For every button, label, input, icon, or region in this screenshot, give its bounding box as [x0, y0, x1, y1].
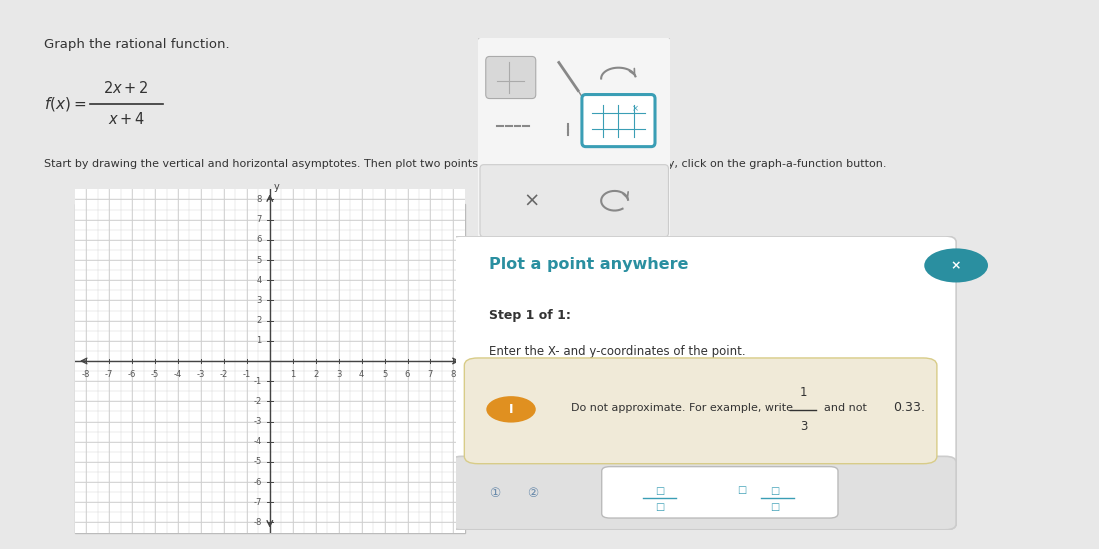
Text: 1: 1	[256, 337, 262, 345]
Text: -3: -3	[197, 370, 206, 379]
Text: 7: 7	[256, 215, 262, 224]
Text: 1: 1	[800, 386, 807, 399]
Text: ②: ②	[528, 486, 539, 500]
Text: I: I	[509, 403, 513, 416]
Text: 8: 8	[451, 370, 456, 379]
Text: □: □	[655, 502, 664, 512]
Text: -1: -1	[254, 377, 262, 385]
Text: -3: -3	[254, 417, 262, 426]
Text: 2: 2	[256, 316, 262, 325]
Text: -1: -1	[243, 370, 251, 379]
Text: $0.33.$: $0.33.$	[892, 401, 925, 414]
Text: ×: ×	[632, 104, 640, 113]
Text: -6: -6	[127, 370, 136, 379]
Text: $f(x)=$: $f(x)=$	[44, 94, 87, 113]
Text: -6: -6	[254, 478, 262, 486]
Text: -4: -4	[174, 370, 182, 379]
Text: 1: 1	[290, 370, 296, 379]
Text: -8: -8	[254, 518, 262, 527]
Text: -4: -4	[254, 437, 262, 446]
Text: -8: -8	[82, 370, 90, 379]
FancyBboxPatch shape	[480, 165, 668, 237]
Text: 4: 4	[359, 370, 364, 379]
Text: 6: 6	[404, 370, 410, 379]
Text: 8: 8	[256, 195, 262, 204]
Text: -5: -5	[151, 370, 159, 379]
Text: Start by drawing the vertical and horizontal asymptotes. Then plot two points on: Start by drawing the vertical and horizo…	[44, 159, 887, 169]
Text: 3: 3	[256, 296, 262, 305]
FancyBboxPatch shape	[486, 57, 536, 99]
FancyBboxPatch shape	[451, 456, 956, 530]
Text: ×: ×	[951, 259, 962, 272]
Text: ×: ×	[524, 191, 540, 210]
FancyBboxPatch shape	[602, 467, 837, 518]
Text: $2x+2$: $2x+2$	[103, 80, 149, 96]
Text: 3: 3	[800, 419, 807, 433]
Text: 2: 2	[313, 370, 319, 379]
Text: -7: -7	[254, 498, 262, 507]
Text: -2: -2	[220, 370, 227, 379]
Text: x: x	[464, 350, 470, 360]
Text: □: □	[770, 486, 779, 496]
FancyBboxPatch shape	[451, 236, 956, 530]
Circle shape	[486, 396, 535, 423]
Text: □: □	[770, 502, 779, 512]
Text: □: □	[737, 485, 746, 495]
Text: 4: 4	[256, 276, 262, 285]
Text: Do not approximate. For example, write: Do not approximate. For example, write	[571, 403, 793, 413]
FancyBboxPatch shape	[476, 36, 673, 241]
Text: 5: 5	[256, 255, 262, 265]
Text: -2: -2	[254, 397, 262, 406]
FancyBboxPatch shape	[582, 94, 655, 147]
Text: 7: 7	[428, 370, 433, 379]
Text: $x+4$: $x+4$	[108, 111, 145, 127]
Text: □: □	[655, 486, 664, 496]
Text: Plot a point anywhere: Plot a point anywhere	[489, 256, 689, 272]
Text: -5: -5	[254, 457, 262, 467]
Circle shape	[924, 248, 988, 283]
Text: Enter the X- and y-coordinates of the point.: Enter the X- and y-coordinates of the po…	[489, 345, 746, 358]
Text: and not: and not	[824, 403, 867, 413]
Text: 5: 5	[382, 370, 387, 379]
FancyBboxPatch shape	[464, 358, 936, 464]
Text: ①: ①	[489, 486, 500, 500]
FancyBboxPatch shape	[75, 204, 465, 533]
Text: 3: 3	[336, 370, 342, 379]
Text: y: y	[274, 182, 279, 192]
Text: -7: -7	[106, 370, 113, 379]
Text: Graph the rational function.: Graph the rational function.	[44, 38, 230, 51]
Text: Step 1 of 1:: Step 1 of 1:	[489, 310, 570, 322]
Text: 6: 6	[256, 236, 262, 244]
